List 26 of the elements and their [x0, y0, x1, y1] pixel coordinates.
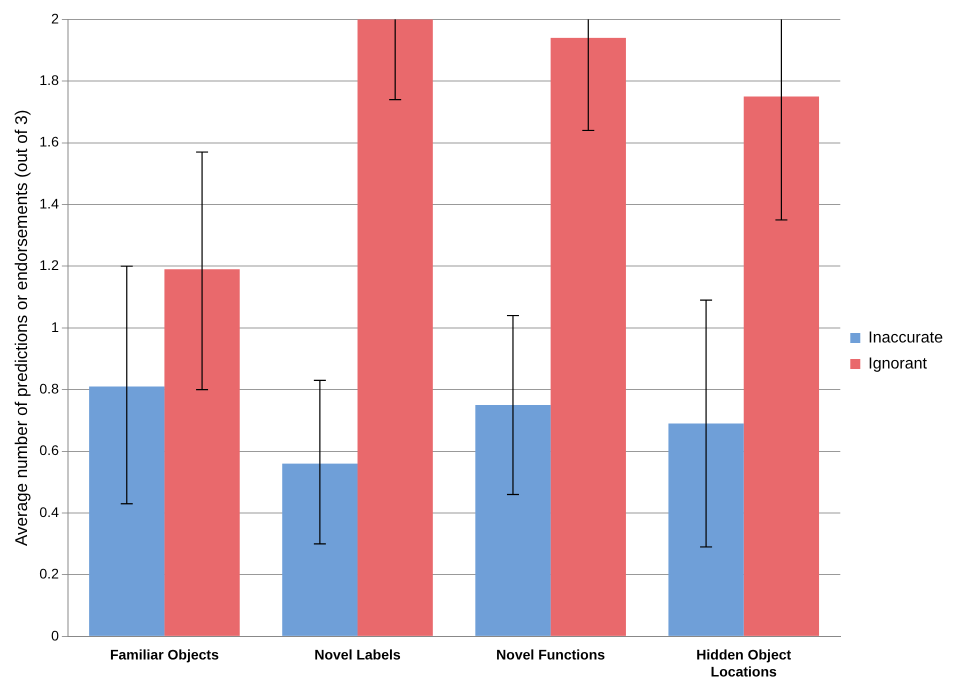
bar: [282, 464, 358, 636]
y-tick-label: 0.6: [39, 442, 60, 458]
bar: [550, 38, 626, 636]
y-tick-label: 0.4: [39, 504, 60, 520]
x-tick-label: Hidden Object Locations: [696, 646, 792, 680]
y-tick-label: 1.2: [39, 257, 60, 274]
legend-label: Inaccurate: [868, 329, 944, 346]
bar: [475, 405, 551, 636]
y-tick-label: 1.8: [39, 72, 60, 88]
x-tick-label: Familiar Objects: [110, 646, 220, 663]
x-tick-label: Novel Labels: [314, 646, 401, 663]
bar: [89, 386, 164, 636]
y-tick-label: 0.8: [39, 380, 60, 396]
y-tick-label: 0: [51, 627, 60, 644]
y-tick-label: 2: [51, 10, 60, 26]
bar: [744, 96, 820, 636]
bar: [164, 269, 240, 636]
y-axis-title: Average number of predictions or endorsements (out of 3): [12, 110, 31, 546]
y-tick-label: 1.6: [39, 134, 60, 150]
y-tick-label: 0.2: [39, 566, 60, 582]
y-tick-label: 1.4: [39, 195, 60, 212]
y-tick-label: 1: [51, 318, 60, 335]
legend-label: Ignorant: [868, 355, 928, 372]
x-tick-label: Novel Functions: [496, 646, 606, 663]
bar: [358, 19, 433, 636]
bar: [668, 424, 744, 636]
